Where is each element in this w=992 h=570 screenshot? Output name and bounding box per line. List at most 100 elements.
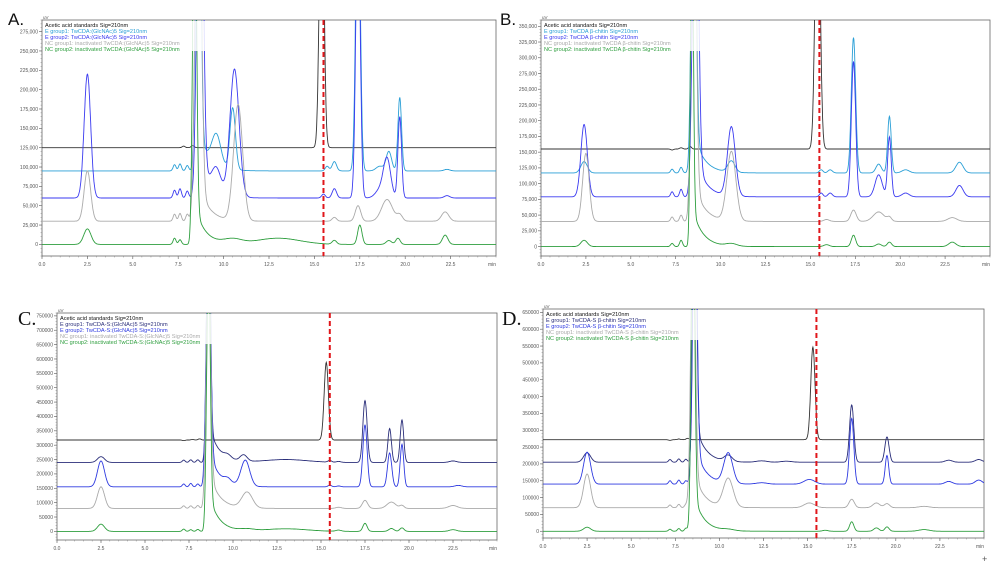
x-tick-label: 22.5	[940, 262, 950, 268]
x-tick-label: 15.0	[806, 262, 816, 268]
series-line-1	[57, 313, 497, 463]
x-axis-unit: min	[982, 262, 990, 268]
x-tick-label: 12.5	[272, 546, 282, 552]
y-tick-label: 200000	[522, 462, 539, 468]
x-tick-label: 22.5	[446, 262, 456, 268]
y-tick-label: 0	[50, 529, 53, 535]
x-tick-label: 7.5	[175, 262, 182, 268]
panel-label-b: B.	[500, 10, 517, 29]
plot-frame	[542, 308, 985, 539]
x-tick-label: 0.0	[538, 262, 545, 268]
y-tick-label: 325,000	[519, 40, 537, 46]
legend-entry: NC group2: inactivated TwCDA-S:(GlcNAc)5…	[60, 340, 201, 346]
x-tick-label: 12.5	[264, 262, 274, 268]
legend-entry: Acetic acid standards Sig=210nm	[60, 316, 144, 322]
series-line-1	[541, 20, 990, 174]
y-tick-label: 50,000	[522, 213, 538, 219]
y-tick-label: 150000	[522, 479, 539, 485]
series-line-2	[543, 309, 984, 485]
y-tick-label: 650000	[36, 342, 53, 348]
series-line-4	[543, 309, 984, 532]
y-tick-label: 275,000	[20, 29, 38, 35]
y-tick-label: 300000	[522, 428, 539, 434]
x-tick-label: 2.5	[98, 546, 105, 552]
series-line-4	[42, 20, 496, 245]
y-tick-label: 175,000	[519, 134, 537, 140]
x-tick-label: 5.0	[627, 262, 634, 268]
legend-background	[58, 314, 306, 344]
y-tick-label: 275,000	[519, 71, 537, 77]
y-tick-label: 350000	[522, 411, 539, 417]
x-tick-label: 20.0	[891, 544, 901, 550]
plot-frame	[41, 19, 497, 257]
legend-entry: E group1: TwCDA-S:(GlcNAc)5 Sig=210nm	[60, 322, 168, 328]
y-tick-label: 400000	[522, 394, 539, 400]
y-tick-label: 450000	[36, 400, 53, 406]
series-line-0	[543, 345, 984, 441]
legend-entry: NC group1: inactivated TwCDA-S β-chitin …	[546, 330, 679, 336]
chromatogram-panel-a: 0 25,000 50,000 75,000 100,000 125,000 150,000…	[20, 15, 497, 268]
y-tick-label: 0	[35, 242, 38, 248]
series-line-4	[57, 313, 497, 532]
y-tick-label: 125,000	[519, 166, 537, 172]
series-group	[57, 313, 497, 532]
y-tick-label: 200,000	[519, 118, 537, 124]
x-tick-label: 0.0	[54, 546, 61, 552]
plot-frame	[540, 19, 991, 257]
series-line-4	[541, 20, 990, 248]
series-group	[543, 309, 984, 532]
series-line-0	[57, 360, 497, 442]
y-tick-label: 100,000	[519, 181, 537, 187]
corner-mark: +	[982, 554, 988, 564]
y-tick-label: 225,000	[20, 68, 38, 74]
x-tick-label: 5.0	[142, 546, 149, 552]
legend-entry: E group1: TwCDA-S β-chitin Sig=210nm	[546, 318, 646, 324]
y-tick-label: 500000	[522, 361, 539, 367]
legend-background	[544, 310, 792, 340]
x-tick-label: 10.0	[715, 544, 725, 550]
y-tick-label: 175,000	[20, 107, 38, 113]
legend-entry: E group1: TwCDA:(GlcNAc)5 Sig=210nm	[45, 29, 147, 35]
legend-entry: NC group2: inactivated TwCDA:(GlcNAc)5 S…	[45, 47, 180, 53]
panel-label-c: C.	[18, 308, 37, 330]
x-tick-label: 12.5	[761, 262, 771, 268]
legend-entry: Acetic acid standards Sig=210nm	[45, 23, 129, 29]
x-tick-label: 7.5	[186, 546, 193, 552]
series-line-2	[42, 20, 496, 199]
x-tick-label: 10.0	[228, 546, 238, 552]
series-line-3	[42, 20, 496, 222]
y-tick-label: 0	[534, 244, 537, 250]
legend-entry: Acetic acid standards Sig=210nm	[544, 23, 628, 29]
x-tick-label: 15.0	[310, 262, 320, 268]
y-tick-label: 750000	[36, 314, 53, 320]
y-tick-label: 550000	[522, 344, 539, 350]
y-tick-label: 150,000	[20, 126, 38, 132]
legend-entry: E group2: TwCDA:(GlcNAc)5 Sig=210nm	[45, 35, 147, 41]
x-tick-label: 20.0	[400, 262, 410, 268]
series-group	[42, 20, 496, 245]
legend-entry: E group2: TwCDA-S β-chitin Sig=210nm	[546, 324, 646, 330]
series-line-3	[57, 313, 497, 509]
x-tick-label: 22.5	[935, 544, 945, 550]
y-tick-label: 250000	[522, 445, 539, 451]
series-line-2	[541, 20, 990, 198]
panel-label-d: D.	[502, 308, 522, 330]
plot-frame	[56, 312, 498, 541]
chromatogram-panel-c: 0 50000 100000 150000 200000 250000 300000 3500…	[36, 308, 498, 552]
y-tick-label: 350000	[36, 429, 53, 435]
y-tick-label: 550000	[36, 371, 53, 377]
legend-entry: E group2: TwCDA-S:(GlcNAc)5 Sig=210nm	[60, 328, 168, 334]
y-tick-label: 25,000	[522, 229, 538, 235]
y-tick-label: 100000	[522, 495, 539, 501]
x-tick-label: 2.5	[84, 262, 91, 268]
x-tick-label: 10.0	[219, 262, 229, 268]
y-tick-label: 200000	[36, 472, 53, 478]
x-tick-label: 15.0	[803, 544, 813, 550]
series-line-1	[42, 20, 496, 172]
series-line-2	[57, 313, 497, 488]
x-tick-label: 20.0	[895, 262, 905, 268]
y-tick-label: 150000	[36, 486, 53, 492]
legend-background	[43, 21, 305, 51]
